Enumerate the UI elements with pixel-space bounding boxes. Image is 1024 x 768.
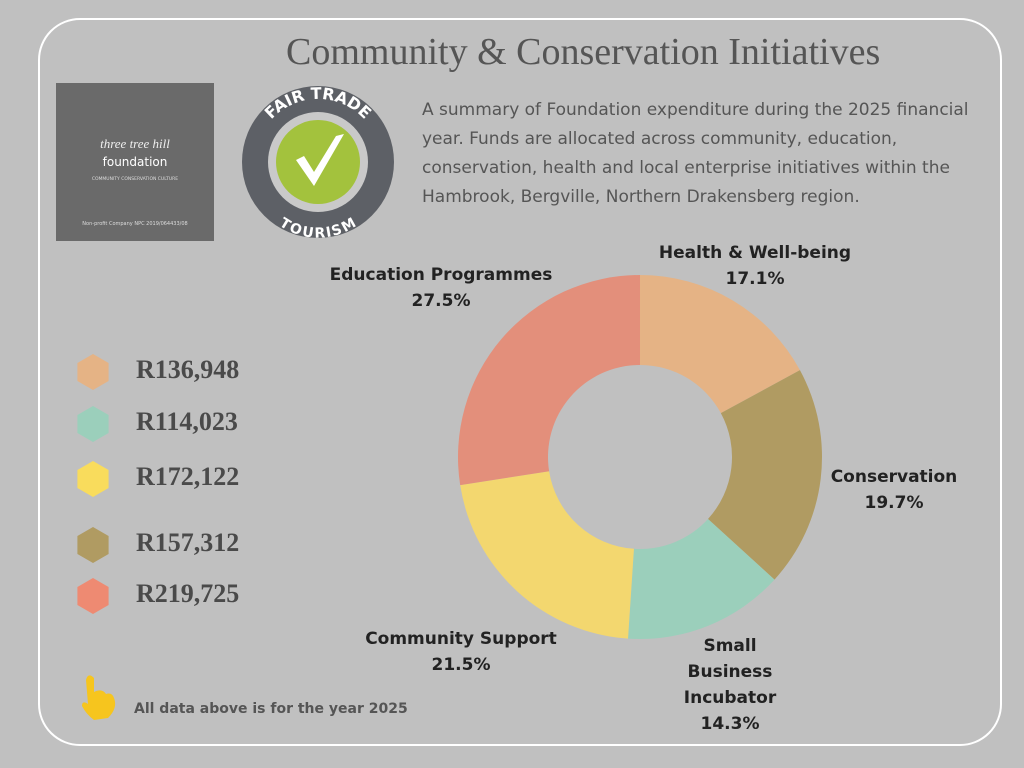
percent-label: 14.3% <box>700 714 760 734</box>
category-label: Health & Well-being <box>658 243 852 263</box>
description: A summary of Foundation expenditure duri… <box>422 100 969 207</box>
segment-label: Small Business Incubator 14.3% <box>675 633 785 737</box>
percent-label: 19.7% <box>864 493 924 513</box>
legend-marker <box>77 578 109 614</box>
segment-label: Health & Well-being 17.1% <box>645 240 865 292</box>
hand-icon <box>82 675 116 720</box>
percent-label: 21.5% <box>431 655 491 675</box>
category-label: Conservation <box>830 467 958 487</box>
panel <box>38 18 1002 746</box>
legend-marker <box>77 461 109 497</box>
segment-label: Conservation 19.7% <box>814 464 974 516</box>
logo-green <box>276 120 360 204</box>
logo-name: foundation <box>103 155 168 169</box>
donut-segment <box>640 275 800 414</box>
percent-label: 27.5% <box>411 291 471 311</box>
title: Community & Conservation Initiatives <box>286 31 881 73</box>
logo-registration: Non-profit Company NPC 2019/064433/08 <box>82 221 187 227</box>
foundation-logo <box>56 83 214 241</box>
logo-motto: COMMUNITY CONSERVATION CULTURE <box>92 176 178 182</box>
donut-segment <box>707 370 823 580</box>
donut-segment <box>457 275 640 486</box>
segment-label: Education Programmes 27.5% <box>311 262 571 314</box>
percent-label: 17.1% <box>725 269 785 289</box>
logo-script: three tree hill <box>100 136 170 151</box>
category-label: Education Programmes <box>329 265 553 285</box>
category-label: Small Business Incubator <box>683 636 777 708</box>
donut-segment <box>460 471 634 639</box>
category-label: Community Support <box>365 629 557 649</box>
amount-label: R219,725 <box>136 579 240 608</box>
donut-segment <box>628 518 775 640</box>
amount-label: R172,122 <box>136 462 240 491</box>
legend-marker <box>77 354 109 390</box>
amount-label: R157,312 <box>136 528 240 557</box>
legend-marker <box>77 406 109 442</box>
note: All data above is for the year 2025 <box>134 701 408 717</box>
logo-check <box>296 134 344 186</box>
segment-label: Community Support 21.5% <box>351 626 571 678</box>
amount-label: R136,948 <box>136 355 240 384</box>
amount-label: R114,023 <box>136 407 238 436</box>
legend-marker <box>77 527 109 563</box>
